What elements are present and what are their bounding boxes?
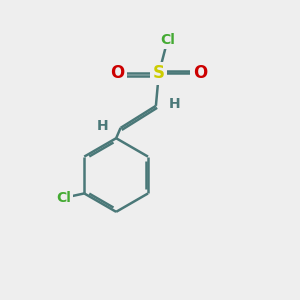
Text: O: O	[110, 64, 125, 82]
Text: Cl: Cl	[160, 33, 175, 46]
Text: S: S	[153, 64, 165, 82]
Text: H: H	[97, 119, 109, 134]
Text: H: H	[169, 98, 181, 111]
Text: Cl: Cl	[56, 191, 71, 205]
Text: O: O	[193, 64, 207, 82]
